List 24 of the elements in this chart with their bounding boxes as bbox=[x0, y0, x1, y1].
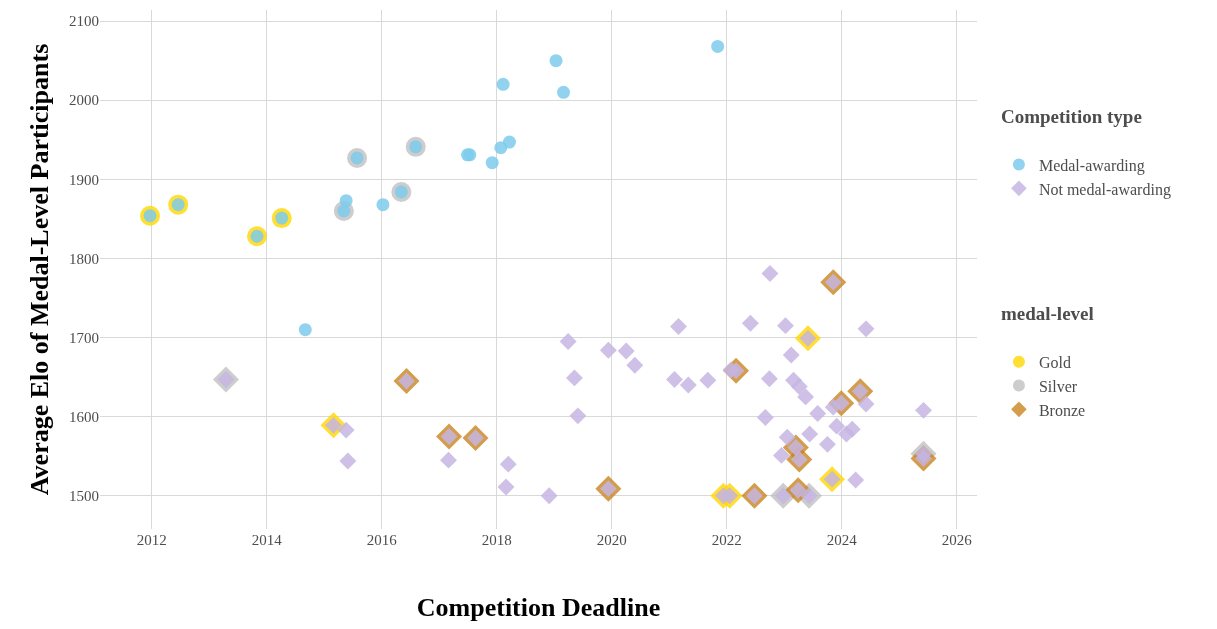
y-tick-label: 1900 bbox=[69, 171, 99, 188]
x-tick-label: 2014 bbox=[251, 532, 283, 548]
x-tick-label: 2018 bbox=[481, 532, 512, 548]
x-tick-label: 2020 bbox=[596, 532, 627, 548]
text: Competition type bbox=[1000, 105, 1142, 127]
x-tick-label: 2026 bbox=[941, 532, 973, 548]
x-tick-label: 2012 bbox=[136, 532, 167, 548]
y-tick-label: 1700 bbox=[69, 329, 99, 346]
y-axis-title: Average Elo of Medal-Level Participants bbox=[25, 43, 55, 496]
y-tick-label: 1600 bbox=[69, 408, 99, 425]
x-tick-label: 2022 bbox=[711, 532, 742, 548]
x-tick-label: 2016 bbox=[366, 532, 398, 548]
x-tick-label: 2024 bbox=[826, 532, 858, 548]
legend-label: Silver bbox=[1038, 377, 1078, 395]
y-tick-label: 1500 bbox=[69, 488, 99, 505]
x-axis-title: Competition Deadline bbox=[416, 592, 661, 622]
legend-label: Gold bbox=[1038, 353, 1071, 371]
y-tick-label: 1800 bbox=[69, 250, 99, 267]
text: medal-level bbox=[1000, 303, 1094, 325]
y-tick-label: 2100 bbox=[69, 13, 99, 30]
y-tick-label: 2000 bbox=[69, 92, 99, 109]
legend-label: Not medal-awarding bbox=[1038, 180, 1171, 199]
legend-label: Medal-awarding bbox=[1038, 156, 1145, 175]
legend-label: Bronze bbox=[1038, 401, 1086, 419]
